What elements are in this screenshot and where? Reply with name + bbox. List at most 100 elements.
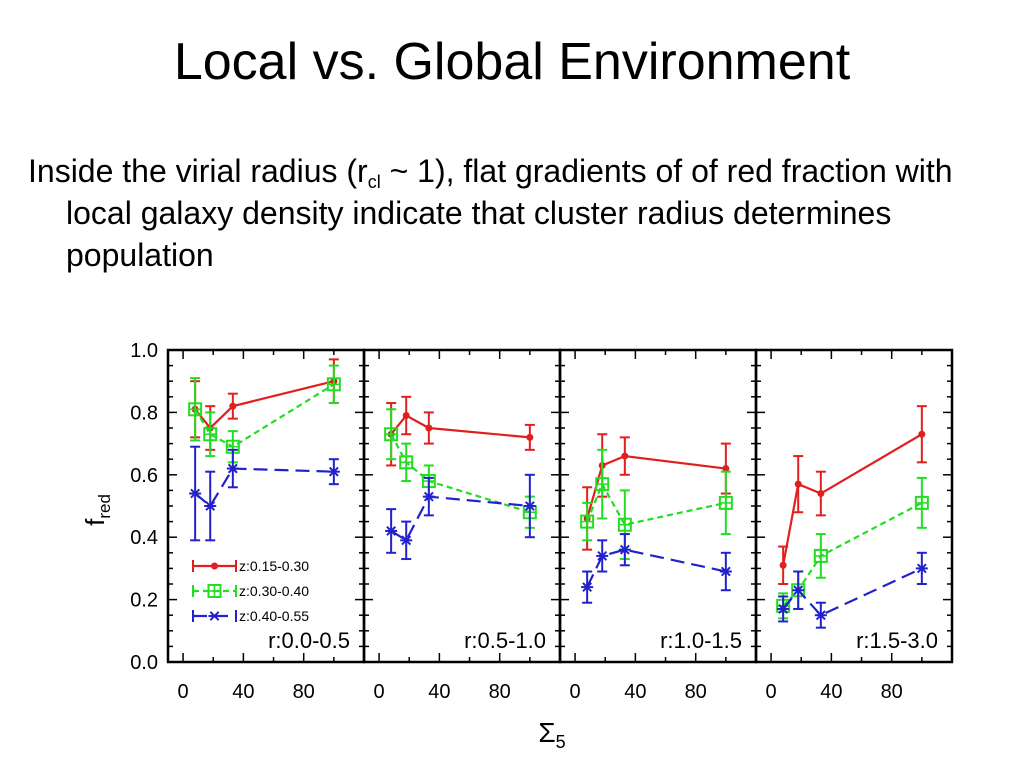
x-tick-label: 40: [820, 681, 842, 703]
y-tick-label: 0.0: [130, 652, 158, 674]
data-point: [581, 582, 594, 593]
series-line: [586, 548, 727, 588]
series-line: [194, 383, 335, 448]
data-point-stroke-3: [328, 466, 339, 477]
data-point-stroke-3: [423, 491, 434, 502]
panel-label: r:0.0-0.5: [268, 628, 350, 653]
x-tick-label: 80: [685, 681, 707, 703]
series-3: [777, 551, 928, 629]
body-text-subscript: cl: [367, 172, 381, 192]
data-point-stroke-3: [597, 551, 608, 561]
x-tick-label: 80: [293, 681, 315, 703]
panel-label: r:1.5-3.0: [856, 628, 938, 653]
data-point: [402, 412, 410, 420]
panel-1: 0 40 80 r:0.0-0.5: [166, 348, 366, 703]
series-1: [778, 405, 927, 585]
data-point: [422, 491, 435, 502]
data-point-stroke-3: [778, 604, 789, 614]
x-tick-label: 0: [766, 681, 777, 703]
slide-body-text: Inside the virial radius (rcl ~ 1), flat…: [28, 150, 1024, 276]
data-point: [203, 427, 218, 442]
data-point: [914, 495, 929, 510]
legend-label: z:0.30-0.40: [239, 583, 309, 599]
data-point: [621, 452, 629, 460]
data-point: [384, 427, 399, 442]
data-point: [523, 501, 536, 511]
data-point: [777, 604, 790, 614]
data-point: [779, 561, 787, 569]
y-tick-label: 0.2: [130, 590, 158, 612]
data-point: [817, 490, 825, 498]
data-point: [814, 610, 827, 621]
data-point: [229, 402, 237, 410]
series-line: [390, 495, 530, 542]
x-tick-label: 40: [232, 681, 254, 703]
data-point: [189, 488, 202, 499]
series-3: [581, 533, 732, 604]
data-point: [918, 430, 926, 438]
data-point: [719, 566, 732, 577]
body-text-end: ~ 1), flat gradients of of red fraction …: [66, 153, 953, 273]
data-point: [915, 563, 928, 574]
panel-2: 0 40 80 r:0.5-1.0: [362, 348, 562, 703]
data-point: [526, 433, 534, 441]
data-point: [596, 551, 609, 561]
data-point-stroke-3: [793, 585, 804, 596]
data-point: [617, 517, 632, 532]
data-point-stroke-3: [227, 463, 238, 474]
data-point-stroke-3: [916, 563, 927, 574]
x-tick-label: 80: [489, 681, 511, 703]
body-text-start: Inside the virial radius (r: [28, 153, 368, 189]
data-point: [400, 535, 413, 546]
y-tick-label: 1.0: [130, 340, 158, 362]
x-axis-label: Σ5: [538, 717, 565, 752]
data-point: [794, 480, 802, 488]
slide-title: Local vs. Global Environment: [173, 33, 851, 91]
data-point: [425, 424, 433, 432]
series-line: [194, 380, 335, 430]
legend-label: z:0.40-0.55: [239, 608, 309, 624]
data-point-stroke-3: [524, 501, 535, 511]
data-point: [618, 544, 631, 555]
panel-label: r:1.0-1.5: [660, 628, 742, 653]
data-point-stroke-3: [401, 535, 412, 546]
data-point: [385, 526, 398, 536]
legend: z:0.15-0.30 z:0.30-0.40 z:0.40-0.55: [192, 558, 309, 624]
x-axis-label-subscript: 5: [556, 732, 566, 752]
series-2: [776, 476, 929, 620]
y-axis-label: fred: [80, 494, 114, 526]
y-axis-label-subscript: red: [95, 494, 114, 519]
data-point: [327, 466, 340, 477]
series-line: [586, 481, 727, 526]
y-tick-label: 0.8: [130, 402, 158, 424]
data-point-stroke-3: [386, 526, 397, 536]
x-tick-label: 80: [881, 681, 903, 703]
data-point: [792, 585, 805, 596]
series-line: [390, 433, 531, 514]
legend-marker: [208, 611, 221, 621]
data-point: [718, 495, 733, 510]
legend-marker: [211, 562, 218, 570]
series-line: [390, 414, 530, 439]
data-point: [226, 463, 239, 474]
series-2: [188, 364, 341, 464]
data-point-stroke-3: [582, 582, 593, 593]
data-point: [204, 501, 217, 511]
data-point-stroke-3: [815, 610, 826, 621]
data-point: [813, 548, 828, 563]
data-point: [188, 402, 203, 417]
x-tick-label: 0: [178, 681, 189, 703]
series-1: [386, 395, 535, 467]
data-point-stroke-3: [619, 544, 630, 555]
data-point-stroke-3: [205, 501, 216, 511]
data-point: [326, 377, 341, 392]
legend-marker-stroke-3: [209, 611, 220, 621]
legend-marker: [207, 584, 222, 598]
x-tick-label: 40: [624, 681, 646, 703]
series-line: [194, 467, 334, 508]
series-1: [582, 433, 731, 551]
data-point: [580, 514, 595, 529]
data-point-stroke-3: [190, 488, 201, 499]
panel-label: r:0.5-1.0: [464, 628, 546, 653]
